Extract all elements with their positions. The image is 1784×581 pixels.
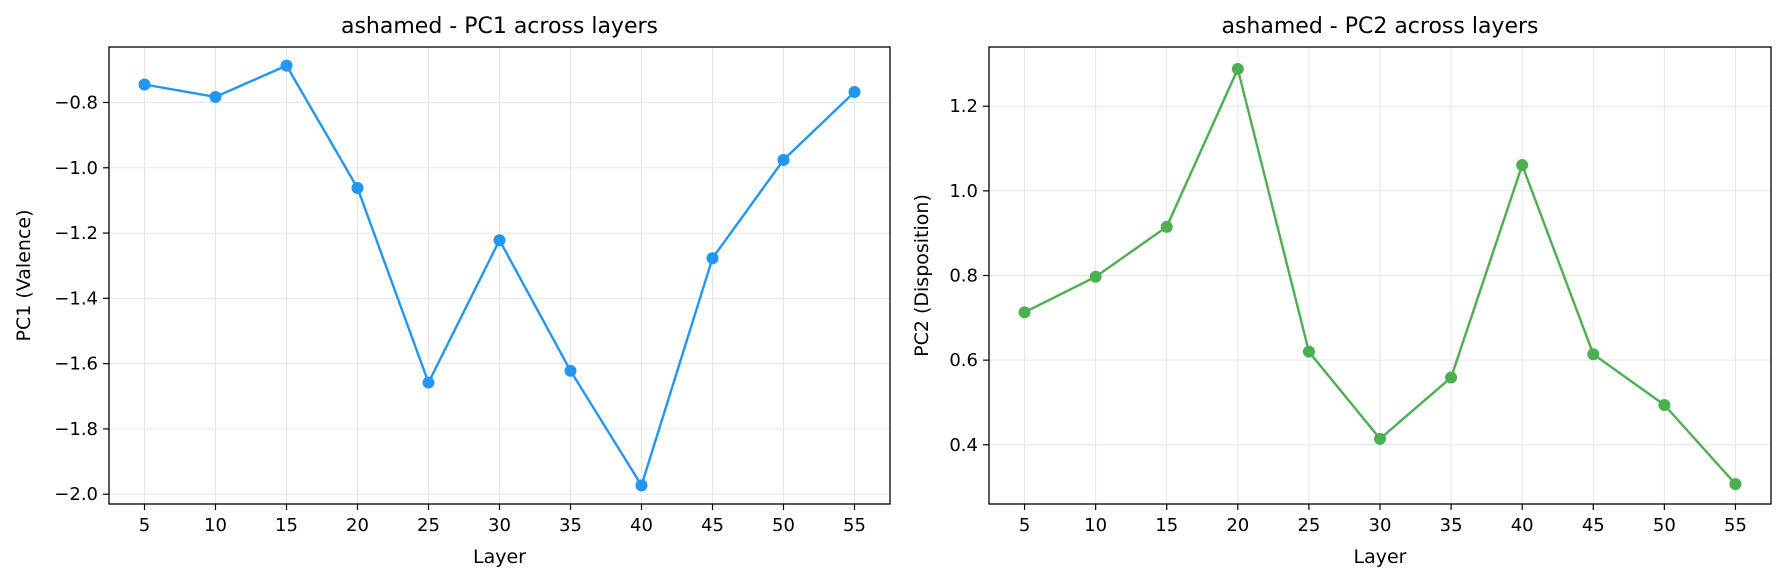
x-tick-label: 15	[275, 515, 298, 536]
data-point	[1516, 159, 1529, 172]
data-point	[635, 479, 648, 492]
x-tick-label: 20	[1226, 515, 1249, 536]
y-tick-label: 0.8	[949, 266, 978, 287]
x-tick-label: 50	[772, 515, 795, 536]
y-tick-label: 1.0	[949, 181, 978, 202]
y-tick-label: −1.6	[54, 354, 98, 375]
chart-title: ashamed - PC2 across layers	[1221, 14, 1538, 39]
x-tick-label: 45	[701, 515, 724, 536]
series-marks	[138, 59, 861, 492]
data-point	[1374, 432, 1386, 445]
chart-pc1: 5 10 15 20 25 30 35 40 45 50 55 −0.8 −1.0 −1.2 −1.4 −1.…	[13, 14, 891, 568]
ticks: 5 10 15 20 25 30 35 40 45 50 55 1.2 1.0 0.8 0.6 0.4	[949, 96, 1747, 536]
x-tick-label: 50	[1653, 515, 1676, 536]
x-tick-label: 55	[843, 515, 866, 536]
x-tick-label: 25	[417, 515, 440, 536]
y-tick-label: −0.8	[54, 92, 98, 113]
x-tick-label: 20	[346, 515, 369, 536]
x-tick-label: 15	[1155, 515, 1178, 536]
x-tick-label: 35	[1440, 515, 1463, 536]
data-point	[209, 90, 222, 103]
data-point	[1089, 270, 1102, 283]
data-point	[564, 364, 577, 377]
x-tick-label: 10	[1084, 515, 1107, 536]
y-tick-label: −1.4	[54, 288, 98, 309]
data-point	[1587, 348, 1600, 361]
x-tick-label: 35	[559, 515, 582, 536]
x-axis-label: Layer	[473, 546, 526, 568]
x-tick-label: 30	[1369, 515, 1392, 536]
data-point	[1445, 371, 1458, 384]
data-point	[1160, 220, 1173, 233]
x-tick-label: 25	[1297, 515, 1320, 536]
data-point	[422, 376, 435, 389]
x-tick-label: 45	[1582, 515, 1605, 536]
gridlines	[109, 47, 890, 504]
y-tick-label: 0.6	[949, 350, 978, 371]
chart-pc2: 5 10 15 20 25 30 35 40 45 50 55 1.2 1.0 0.8 0.6 0.4 ash…	[911, 14, 1772, 568]
data-point	[351, 182, 364, 195]
series-marks	[1018, 63, 1742, 491]
x-tick-label: 5	[1019, 515, 1030, 536]
data-point	[1231, 63, 1244, 76]
y-tick-label: −1.2	[54, 223, 98, 244]
data-point	[1018, 306, 1031, 319]
y-axis-label: PC1 (Valence)	[13, 210, 35, 342]
chart-title: ashamed - PC1 across layers	[341, 14, 658, 39]
y-tick-label: 1.2	[949, 96, 978, 117]
y-axis-label: PC2 (Disposition)	[911, 194, 933, 357]
x-tick-label: 40	[1511, 515, 1534, 536]
data-point	[1658, 398, 1671, 411]
y-tick-label: −2.0	[54, 484, 98, 505]
x-tick-label: 30	[488, 515, 511, 536]
y-tick-label: −1.0	[54, 158, 98, 179]
data-point	[777, 153, 790, 166]
data-point	[1302, 345, 1315, 358]
data-point	[138, 78, 151, 91]
data-point	[280, 59, 293, 72]
x-axis-label: Layer	[1354, 546, 1407, 568]
y-tick-label: 0.4	[949, 435, 978, 456]
x-tick-label: 10	[204, 515, 227, 536]
data-point	[848, 86, 861, 99]
x-tick-label: 5	[139, 515, 150, 536]
data-point	[493, 234, 506, 247]
x-tick-label: 40	[630, 515, 653, 536]
y-tick-label: −1.8	[54, 419, 98, 440]
data-point	[1729, 478, 1742, 491]
data-point	[706, 252, 719, 265]
x-tick-label: 55	[1724, 515, 1747, 536]
ticks: 5 10 15 20 25 30 35 40 45 50 55 −0.8 −1.0 −1.2 −1.4 −1.…	[54, 92, 866, 536]
